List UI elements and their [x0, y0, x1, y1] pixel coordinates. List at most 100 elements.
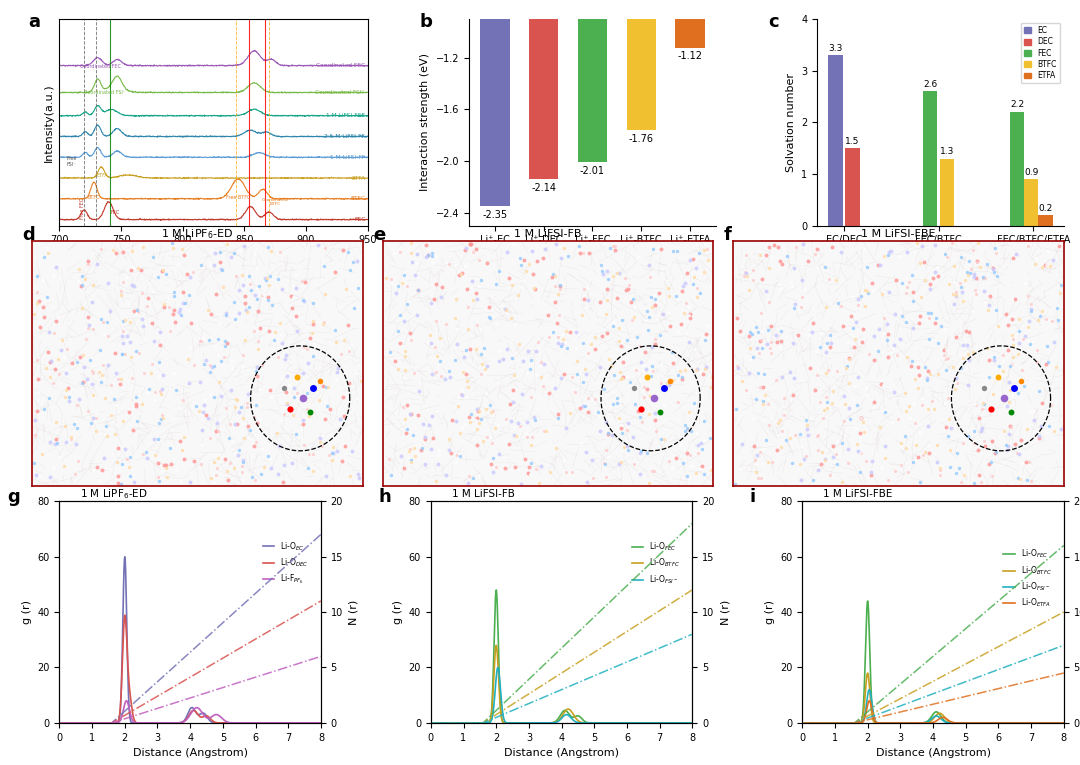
Point: [751, 347, 768, 359]
Point: [807, 248, 824, 260]
Point: [495, 353, 512, 365]
Li-O$_{EC}$: [207, 718, 220, 728]
Point: [215, 281, 232, 293]
Point: [113, 330, 131, 342]
Point: [956, 274, 973, 286]
Point: [549, 317, 566, 329]
Point: [348, 367, 365, 379]
Point: [113, 347, 131, 360]
Point: [272, 329, 289, 341]
Point: [835, 390, 852, 402]
Point: [400, 444, 417, 457]
Point: [543, 271, 561, 283]
Point: [470, 405, 487, 417]
Point: [248, 417, 266, 429]
Point: [158, 269, 175, 281]
Point: [94, 369, 111, 382]
Point: [427, 474, 444, 487]
Point: [1013, 363, 1030, 376]
Li-O$_{DEC}$: [207, 718, 220, 727]
Point: [694, 367, 712, 379]
Point: [218, 307, 235, 319]
Point: [1023, 304, 1040, 317]
Point: [606, 240, 623, 252]
Point: [81, 353, 98, 366]
Point: [814, 412, 832, 425]
X-axis label: Raman shift(cm⁻¹): Raman shift(cm⁻¹): [162, 251, 265, 261]
Point: [255, 288, 272, 300]
Point: [951, 278, 969, 290]
Point: [759, 324, 777, 336]
Point: [697, 334, 714, 347]
Point: [697, 238, 714, 250]
Point: [696, 363, 713, 375]
Point: [964, 305, 982, 317]
Point: [460, 301, 477, 313]
Point: [888, 274, 905, 286]
Bar: [1038, 216, 1053, 226]
Point: [303, 350, 321, 362]
Point: [785, 372, 802, 384]
Point: [686, 271, 703, 283]
Point: [481, 399, 498, 411]
Point: [420, 337, 437, 349]
Point: [125, 477, 143, 489]
Li-O$_{FSI^-}$: [863, 685, 876, 695]
Point: [696, 265, 713, 278]
Point: [552, 372, 569, 384]
Point: [870, 324, 888, 336]
Point: [688, 363, 705, 375]
Point: [193, 335, 211, 347]
Point: [1028, 356, 1045, 368]
Point: [117, 314, 134, 326]
Point: [972, 476, 989, 488]
Point: [982, 264, 999, 276]
Li-F$_{PF_6}$: [99, 718, 112, 728]
Point: [409, 284, 427, 296]
Point: [230, 307, 247, 319]
Point: [1051, 239, 1068, 252]
Point: [990, 360, 1008, 372]
Point: [341, 263, 359, 275]
Point: [313, 440, 330, 452]
Point: [638, 371, 656, 383]
Point: [103, 409, 120, 422]
Point: [80, 319, 97, 331]
Point: [907, 373, 924, 385]
Point: [222, 251, 240, 263]
Point: [395, 372, 413, 384]
Point: [642, 291, 659, 303]
Li-O$_{EC}$: [53, 718, 66, 728]
Point: [544, 326, 562, 338]
Point: [972, 425, 989, 437]
Point: [399, 279, 416, 291]
Point: [298, 403, 315, 415]
Point: [920, 333, 937, 345]
Point: [698, 361, 715, 373]
Point: [644, 360, 661, 372]
Point: [328, 445, 346, 457]
Point: [568, 355, 585, 367]
Point: [740, 366, 757, 379]
Point: [470, 469, 487, 481]
Point: [571, 246, 589, 259]
Point: [664, 356, 681, 369]
Point: [1016, 330, 1034, 343]
Text: FEC: FEC: [354, 217, 365, 222]
Point: [863, 469, 880, 481]
Point: [731, 464, 748, 476]
Text: 0.9: 0.9: [1024, 168, 1039, 177]
Point: [246, 244, 264, 256]
Point: [535, 252, 552, 264]
Point: [669, 293, 686, 305]
Point: [1042, 399, 1059, 411]
Point: [485, 311, 502, 324]
Point: [28, 270, 45, 282]
Point: [408, 248, 426, 260]
Point: [849, 370, 866, 382]
Point: [257, 437, 274, 449]
Point: [174, 286, 191, 298]
Point: [316, 396, 334, 408]
Point: [484, 452, 501, 464]
Point: [98, 430, 116, 442]
